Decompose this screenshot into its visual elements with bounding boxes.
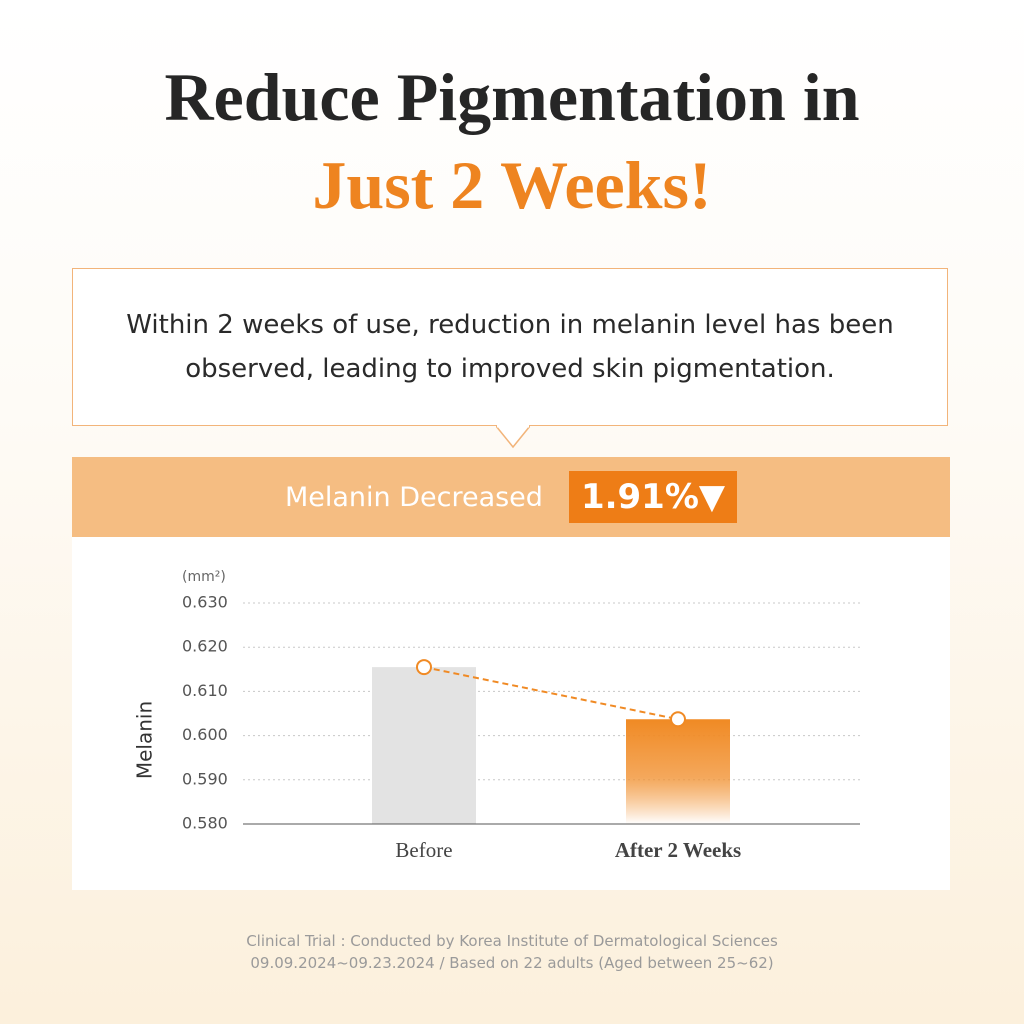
point: [670, 711, 686, 728]
callout-text: Within 2 weeks of use, reduction in mela…: [126, 310, 894, 384]
y-tick-label: 0.620: [182, 637, 228, 656]
bar: [626, 719, 730, 824]
x-tick-label: Before: [395, 838, 452, 862]
result-banner: Melanin Decreased 1.91%▼: [72, 457, 950, 537]
headline-highlight: Just 2 Weeks!: [312, 147, 712, 223]
chart-panel: [72, 537, 950, 890]
bar: [372, 667, 476, 824]
y-tick-label: 0.610: [182, 681, 228, 700]
y-axis-label: Melanin: [133, 701, 157, 779]
x-tick-label: After 2 Weeks: [615, 838, 741, 862]
headline: Reduce Pigmentation in: [164, 59, 860, 135]
callout: Within 2 weeks of use, reduction in mela…: [72, 268, 948, 426]
banner-value: 1.91%▼: [568, 471, 738, 523]
y-tick-label: 0.580: [182, 814, 228, 833]
y-unit: (mm²): [182, 569, 226, 585]
banner-label: Melanin Decreased: [284, 481, 543, 513]
y-tick-label: 0.600: [182, 725, 228, 744]
callout-pointer: [496, 425, 530, 449]
point: [416, 659, 432, 676]
y-tick-label: 0.630: [182, 593, 228, 612]
y-tick-label: 0.590: [182, 769, 228, 788]
footnote: Clinical Trial : Conducted by Korea Inst…: [0, 930, 1024, 974]
footnote-line: Clinical Trial : Conducted by Korea Inst…: [246, 932, 778, 950]
trend-line: [423, 666, 679, 721]
footnote-line: 09.09.2024~09.23.2024 / Based on 22 adul…: [250, 954, 774, 972]
